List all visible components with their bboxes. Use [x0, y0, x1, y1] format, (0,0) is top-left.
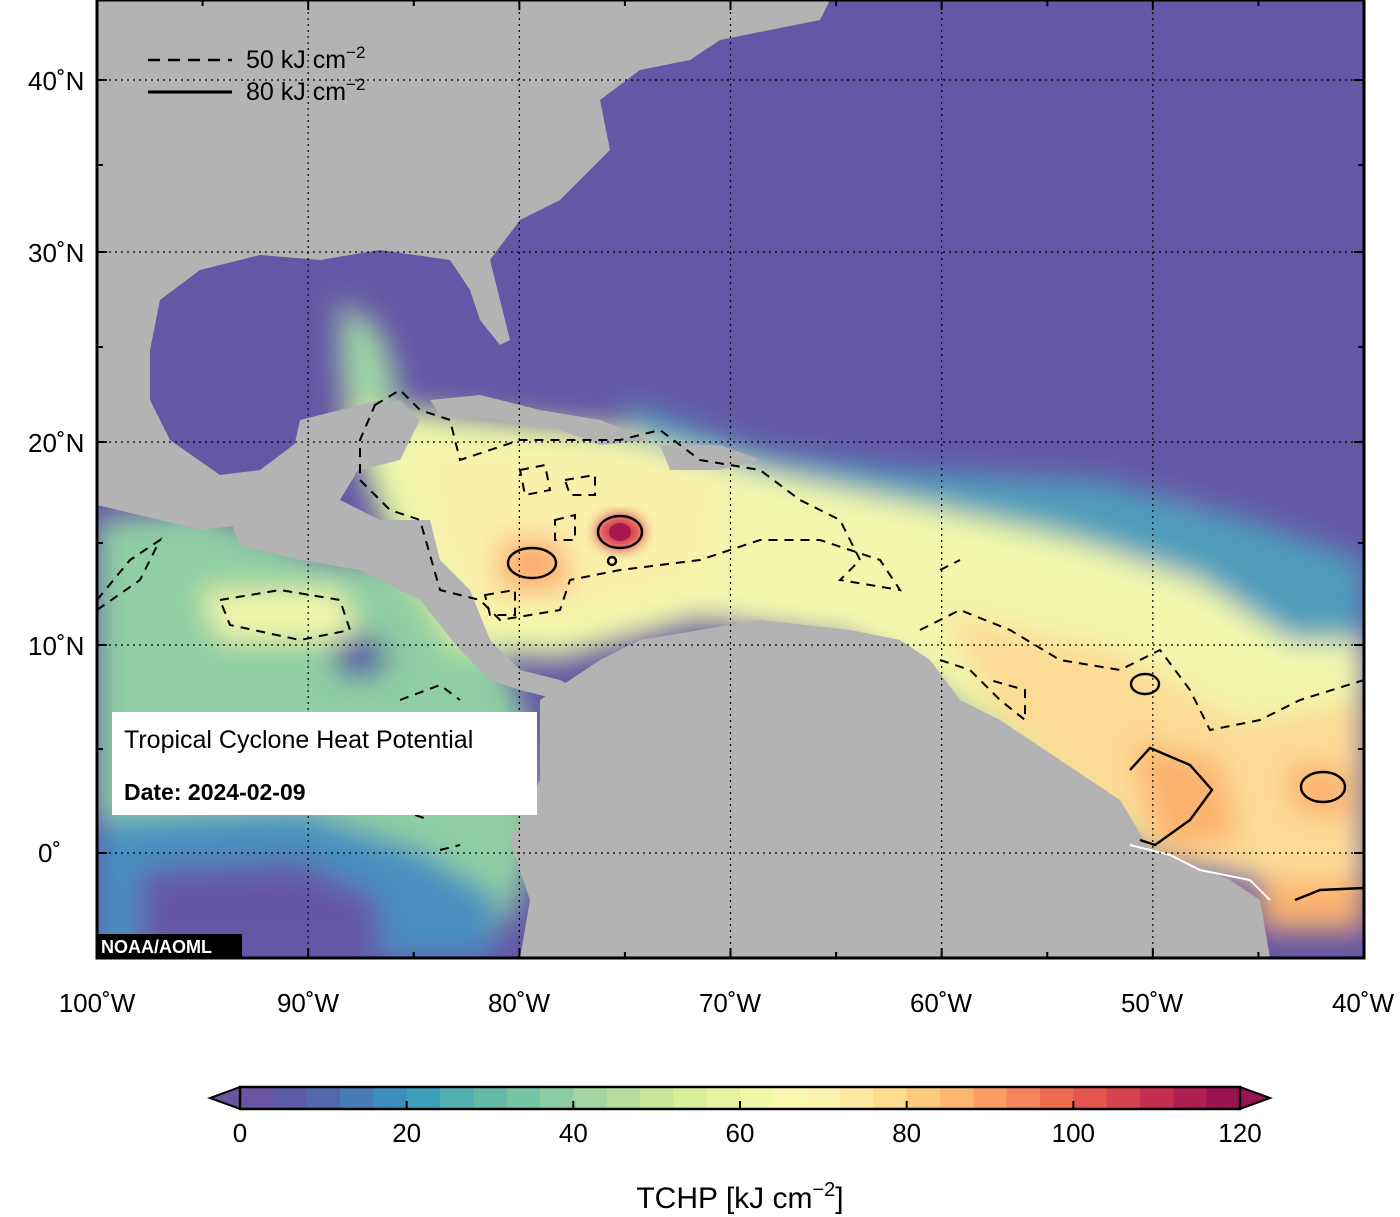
map-date: Date: 2024-02-09 — [124, 779, 306, 805]
legend-80-label: 80 kJ cm−2 — [246, 75, 365, 106]
colorbar-swatch — [406, 1087, 441, 1109]
colorbar-swatch — [1140, 1087, 1174, 1109]
hotspot-core — [609, 523, 631, 541]
colorbar-swatch — [873, 1087, 908, 1109]
lon-axis-labels: 100˚W 90˚W 80˚W 70˚W 60˚W 50˚W 40˚W — [59, 988, 1395, 1018]
title-box-background — [112, 712, 537, 815]
colorbar-swatch — [1006, 1087, 1041, 1109]
colorbar-max-extend — [1239, 1085, 1273, 1111]
colorbar-tick-label: 0 — [233, 1118, 247, 1148]
map-panel — [97, 0, 1364, 958]
florida — [470, 290, 510, 345]
contour-80 — [506, 514, 1364, 902]
amazon-outflow-mark — [1129, 844, 1271, 901]
lat-axis-labels: 40˚N 30˚N 20˚N 10˚N 0˚ — [28, 66, 84, 868]
colorbar-tick-label: 20 — [392, 1118, 421, 1148]
colorbar-swatch — [706, 1087, 741, 1109]
colorbar-swatch — [906, 1087, 941, 1109]
south-america — [510, 620, 1270, 958]
lat-label-40n: 40˚N — [28, 66, 84, 96]
lon-label-80w: 80˚W — [488, 988, 551, 1018]
colorbar-swatch — [840, 1087, 874, 1109]
colorbar-swatch — [273, 1087, 308, 1109]
colorbar — [207, 1085, 1273, 1111]
lat-label-30n: 30˚N — [28, 238, 84, 268]
colorbar-tick-label: 80 — [892, 1118, 921, 1148]
colorbar-swatch — [806, 1087, 841, 1109]
map-title: Tropical Cyclone Heat Potential — [124, 726, 473, 754]
land-masses — [97, 0, 1270, 958]
colorbar-tick-label: 40 — [559, 1118, 588, 1148]
colorbar-tick-label: 100 — [1052, 1118, 1095, 1148]
colorbar-swatch — [306, 1087, 341, 1109]
colorbar-swatch — [1173, 1087, 1208, 1109]
title-box: Tropical Cyclone Heat Potential Date: 20… — [112, 712, 537, 815]
colorbar-swatch — [540, 1087, 574, 1109]
colorbar-swatch — [1040, 1087, 1074, 1109]
colorbar-swatch — [240, 1087, 274, 1109]
credit-badge: NOAA/AOML — [97, 934, 242, 958]
colorbar-swatch — [1206, 1087, 1241, 1109]
legend-50-label: 50 kJ cm−2 — [246, 43, 365, 74]
colorbar-swatch — [740, 1087, 774, 1109]
colorbar-swatch — [673, 1087, 708, 1109]
colorbar-swatch — [773, 1087, 808, 1109]
colorbar-swatch — [640, 1087, 674, 1109]
lon-label-60w: 60˚W — [910, 988, 973, 1018]
colorbar-swatch — [473, 1087, 508, 1109]
colorbar-swatch — [440, 1087, 474, 1109]
credit-background — [97, 934, 242, 958]
colorbar-swatch — [373, 1087, 408, 1109]
colorbar-swatch — [506, 1087, 541, 1109]
cuba — [430, 395, 650, 445]
lat-label-20n: 20˚N — [28, 428, 84, 458]
lon-label-100w: 100˚W — [59, 988, 136, 1018]
colorbar-swatch — [940, 1087, 974, 1109]
central-america — [230, 420, 580, 700]
colorbar-swatch — [340, 1087, 374, 1109]
colorbar-label: TCHP [kJ cm−2] — [636, 1179, 843, 1215]
lon-label-90w: 90˚W — [277, 988, 340, 1018]
colorbar-ticks: 0 20 40 60 80 100 120 — [233, 1101, 1262, 1148]
colorbar-swatch — [573, 1087, 608, 1109]
north-america — [97, 0, 830, 530]
lon-label-70w: 70˚W — [699, 988, 762, 1018]
lon-label-50w: 50˚W — [1121, 988, 1184, 1018]
colorbar-min-extend — [207, 1085, 241, 1111]
colorbar-swatch — [1106, 1087, 1141, 1109]
colorbar-tick-label: 60 — [726, 1118, 755, 1148]
colorbar-swatch — [606, 1087, 641, 1109]
colorbar-swatch — [973, 1087, 1008, 1109]
lat-label-0: 0˚ — [38, 838, 61, 868]
contour-legend: 50 kJ cm−2 80 kJ cm−2 — [148, 43, 365, 106]
hispaniola — [660, 445, 760, 470]
colorbar-swatch — [1073, 1087, 1108, 1109]
colorbar-tick-label: 120 — [1218, 1118, 1261, 1148]
lat-label-10n: 10˚N — [28, 631, 84, 661]
credit-text: NOAA/AOML — [101, 937, 212, 957]
lon-label-40w: 40˚W — [1332, 988, 1395, 1018]
